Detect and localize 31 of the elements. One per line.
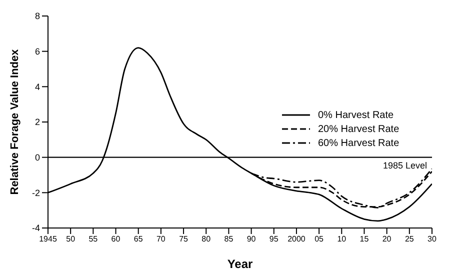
x-tick-label: 20 <box>382 234 392 244</box>
x-tick-label: 05 <box>314 234 324 244</box>
x-tick-label: 75 <box>179 234 189 244</box>
y-axis-title: Relative Forage Value Index <box>8 48 21 195</box>
x-tick-label: 10 <box>337 234 347 244</box>
x-tick-label: 50 <box>66 234 76 244</box>
x-tick-label: 80 <box>202 234 212 244</box>
ref-line-label: 1985 Level <box>382 160 427 171</box>
x-tick-label: 60 <box>111 234 121 244</box>
x-tick-label: 70 <box>156 234 166 244</box>
x-tick-label: 55 <box>88 234 98 244</box>
y-tick-label: 2 <box>34 117 40 128</box>
y-tick-label: -4 <box>32 223 40 234</box>
legend-label: 60% Harvest Rate <box>318 138 400 148</box>
x-tick-label: 95 <box>269 234 279 244</box>
x-tick-label: 1945 <box>39 234 58 244</box>
x-tick-label: 2000 <box>288 234 306 244</box>
x-tick-label: 85 <box>224 234 234 244</box>
x-tick-label: 65 <box>134 234 144 244</box>
x-axis-title: Year <box>227 257 254 271</box>
y-tick-label: 4 <box>34 82 40 92</box>
x-tick-label: 90 <box>246 234 256 244</box>
legend-label: 20% Harvest Rate <box>318 124 400 134</box>
x-tick-label: 30 <box>428 234 437 244</box>
y-tick-label: 8 <box>34 11 40 22</box>
y-tick-label: 6 <box>34 46 40 57</box>
y-tick-label: -2 <box>32 188 40 198</box>
legend-label: 0% Harvest Rate <box>318 110 394 120</box>
x-tick-label: 25 <box>404 234 414 244</box>
y-tick-label: 0 <box>34 152 40 163</box>
x-tick-label: 15 <box>360 234 370 244</box>
